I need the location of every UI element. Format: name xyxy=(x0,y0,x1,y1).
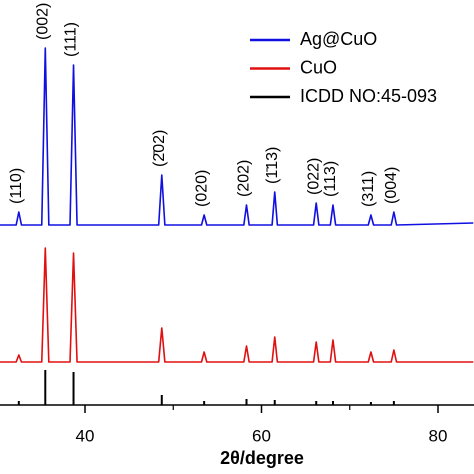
peak-label: (202) xyxy=(236,160,253,197)
peak-label: (111) xyxy=(63,22,80,57)
x-axis-title: 2θ/degree xyxy=(220,448,304,468)
peak-label: (004) xyxy=(383,167,400,204)
peak-label: (110) xyxy=(8,168,25,204)
legend-label: Ag@CuO xyxy=(300,29,377,49)
peak-label: (1̄13) xyxy=(264,147,281,184)
legend-label: CuO xyxy=(300,57,337,77)
peak-label: (022) xyxy=(305,158,322,195)
series-line xyxy=(0,47,474,226)
x-tick-label: 40 xyxy=(76,426,95,445)
peak-label: (311) xyxy=(360,171,377,207)
legend-label: ICDD NO:45-093 xyxy=(300,86,437,106)
peak-label: (2̄02) xyxy=(151,130,168,167)
series-line xyxy=(0,247,474,363)
x-tick-label: 60 xyxy=(252,426,271,445)
peak-label: (113) xyxy=(322,161,339,197)
x-tick-label: 80 xyxy=(429,426,448,445)
peak-label: (002) xyxy=(35,3,52,40)
peak-label: (020) xyxy=(193,170,210,207)
